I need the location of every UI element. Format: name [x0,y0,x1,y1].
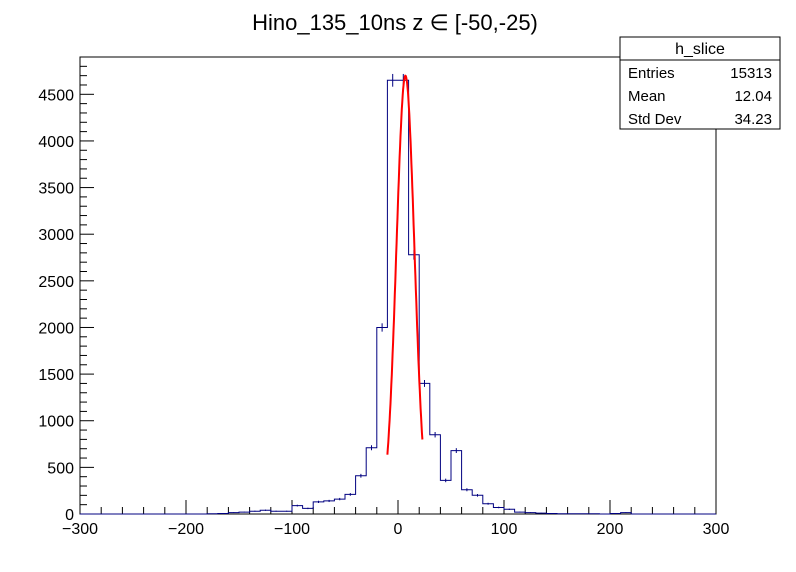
y-tick-label: 0 [65,507,74,524]
histogram-series [80,79,716,515]
x-tick-label: −200 [168,521,204,538]
stats-stddev-label: Std Dev [628,111,682,128]
y-tick-label: 2000 [38,320,74,337]
y-tick-label: 500 [47,460,74,477]
stats-mean-value: 12.04 [734,88,772,105]
stats-box-frame [619,36,781,130]
chart-title: Hino_135_10ns z ∈ [-50,-25) [252,10,538,35]
x-tick-label: 300 [703,521,730,538]
stats-entries-label: Entries [628,65,675,82]
gaussian-fit-line [386,74,424,455]
stats-box-title: h_slice [675,41,725,58]
y-tick-label: 4000 [38,134,74,151]
y-tick-label: 3500 [38,181,74,198]
stats-box: h_slice Entries 15313 Mean 12.04 Std Dev… [619,36,781,130]
y-tick-label: 3000 [38,227,74,244]
y-tick-label: 1000 [38,414,74,431]
stats-stddev-value: 34.23 [734,111,772,128]
x-tick-label: −300 [62,521,98,538]
x-tick-label: 100 [491,521,518,538]
stats-entries-value: 15313 [730,65,772,82]
x-tick-label: −100 [274,521,310,538]
y-tick-label: 1500 [38,367,74,384]
stats-mean-label: Mean [628,88,666,105]
x-tick-label: 0 [394,521,403,538]
y-axis: 0 500 1000 1500 2000 2500 3000 3500 4000 4500 [38,56,94,524]
x-axis: −300 −200 −100 0 100 200 300 [62,500,729,538]
y-tick-label: 2500 [38,274,74,291]
x-tick-label: 200 [597,521,624,538]
y-tick-label: 4500 [38,87,74,104]
